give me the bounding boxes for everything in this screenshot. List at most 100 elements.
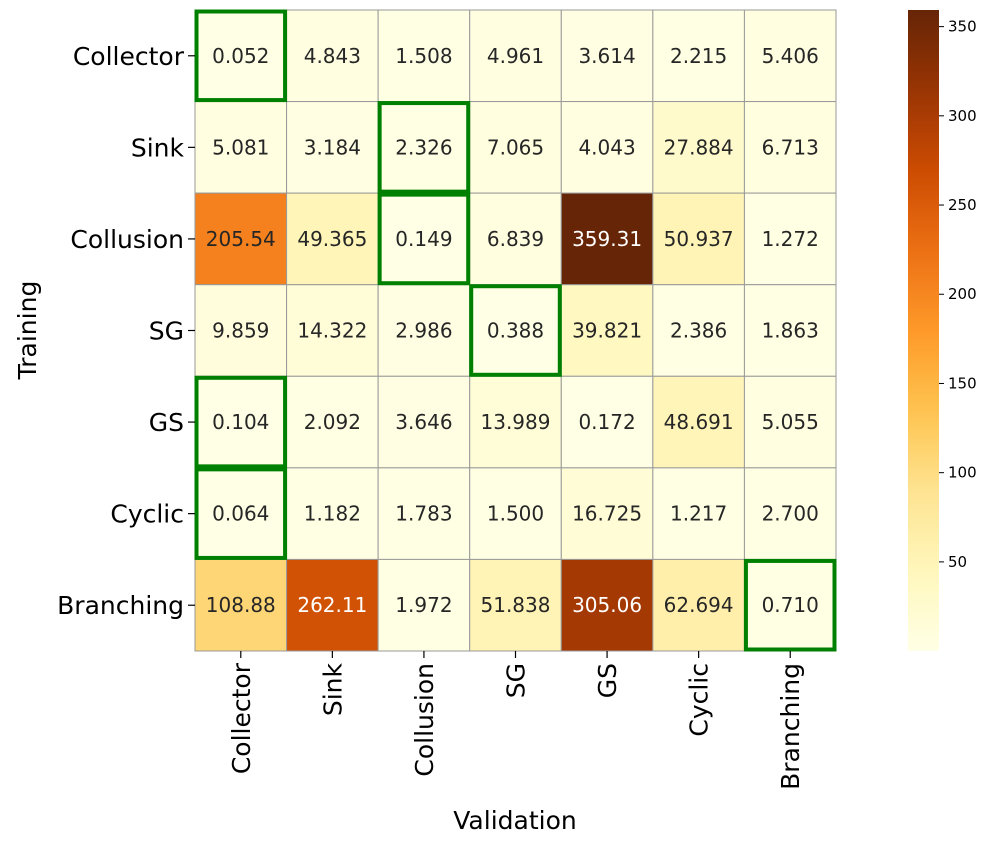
cell-value-label: 4.961 (487, 44, 544, 68)
heatmap-cell (469, 558, 562, 652)
cell-value-label: 2.986 (395, 319, 452, 343)
cell-value-label: 5.055 (762, 410, 819, 434)
heatmap-cell (194, 9, 288, 103)
cell-value-label: 1.508 (395, 44, 452, 68)
colorbar-tick-label: 300 (948, 107, 977, 125)
cell-value-label: 1.783 (395, 502, 452, 526)
heatmap-cell (652, 9, 745, 103)
cell-value-label: 0.064 (212, 502, 269, 526)
cell-value-label: 6.713 (762, 135, 819, 159)
cell-value-label: 13.989 (481, 410, 551, 434)
cell-value-label: 27.884 (664, 135, 734, 159)
y-tick-label: Collector (73, 42, 185, 71)
cell-value-label: 16.725 (572, 502, 642, 526)
colorbar-tick-label: 100 (948, 464, 977, 482)
cell-value-label: 205.54 (206, 227, 276, 251)
cell-value-label: 2.386 (670, 319, 727, 343)
cell-value-label: 2.215 (670, 44, 727, 68)
colorbar-tick-label: 200 (948, 285, 977, 303)
heatmap-cell (377, 467, 471, 560)
colorbar-tick-label: 150 (948, 374, 977, 392)
cell-value-label: 9.859 (212, 319, 269, 343)
heatmap-cell (377, 558, 471, 652)
y-tick-label: Cyclic (110, 500, 184, 529)
heatmap-cell (743, 101, 837, 194)
cell-value-label: 49.365 (297, 227, 367, 251)
colorbar-tick-label: 50 (948, 553, 967, 571)
y-tick-labels: Collector Sink Collusion SG GS Cyclic Branchin… (57, 42, 195, 620)
cell-value-label: 5.081 (212, 135, 269, 159)
highlight-boxes (194, 9, 837, 652)
heatmap-cell (652, 284, 745, 377)
heatmap-cell (560, 192, 654, 286)
highlight-box (194, 467, 288, 560)
heatmap-cell (743, 192, 837, 286)
highlight-box (743, 558, 837, 652)
cell-value-label: 3.614 (578, 44, 635, 68)
heatmap-cell (377, 192, 471, 286)
cell-value-label: 14.322 (297, 319, 367, 343)
heatmap-cell (743, 284, 837, 377)
colorbar-ticks: 50 100 150 200 250 300 350 (939, 18, 977, 571)
cell-value-label: 5.406 (762, 44, 819, 68)
heatmap-cell (194, 467, 288, 560)
cell-value-label: 51.838 (481, 593, 551, 617)
cell-annotations: 0.052 4.843 1.508 4.961 3.614 2.215 5.406 5.081… (206, 44, 819, 617)
heatmap-cell (743, 467, 837, 560)
cell-value-label: 7.065 (487, 135, 544, 159)
y-tick-label: Sink (131, 133, 185, 162)
heatmap-cell (377, 9, 471, 103)
heatmap-cell (286, 284, 379, 377)
colorbar (908, 10, 939, 651)
heatmap-cell (377, 375, 471, 469)
x-tick-label: Branching (776, 663, 805, 790)
heatmap-cell (194, 284, 288, 377)
heatmap-cell (652, 558, 745, 652)
heatmap-cell (377, 101, 471, 194)
colorbar-tick-label: 350 (948, 18, 977, 36)
y-tick-label: GS (149, 408, 184, 437)
x-tick-label: Collector (227, 662, 256, 774)
cell-value-label: 0.149 (395, 227, 452, 251)
cell-value-label: 3.646 (395, 410, 452, 434)
highlight-box (469, 284, 562, 377)
x-tick-labels: Collector Sink Collusion SG GS Cyclic Branchin… (227, 651, 805, 790)
x-tick-label: SG (502, 663, 531, 698)
cell-value-label: 1.500 (487, 502, 544, 526)
heatmap-cells (194, 9, 837, 652)
cell-value-label: 0.052 (212, 44, 269, 68)
heatmap-cell (652, 192, 745, 286)
cell-value-label: 1.863 (762, 319, 819, 343)
x-tick-label: Cyclic (685, 663, 714, 737)
y-tick-label: Collusion (70, 225, 184, 254)
x-tick-label: Sink (318, 662, 347, 716)
highlight-box (377, 192, 471, 286)
cell-value-label: 6.839 (487, 227, 544, 251)
cell-value-label: 0.710 (762, 593, 819, 617)
cell-value-label: 3.184 (304, 135, 361, 159)
heatmap-cell (194, 192, 288, 286)
cell-value-label: 2.092 (304, 410, 361, 434)
heatmap-cell (560, 467, 654, 560)
heatmap-cell (652, 101, 745, 194)
y-tick-label: SG (149, 317, 184, 346)
highlight-box (194, 9, 288, 103)
heatmap-cell (560, 558, 654, 652)
cell-value-label: 62.694 (664, 593, 734, 617)
heatmap-cell (194, 375, 288, 469)
cell-value-label: 1.272 (762, 227, 819, 251)
cell-value-label: 0.172 (578, 410, 635, 434)
highlight-box (377, 101, 471, 194)
cell-value-label: 4.043 (578, 135, 635, 159)
cell-value-label: 1.972 (395, 593, 452, 617)
heatmap-cell (469, 284, 562, 377)
y-tick-label: Branching (57, 591, 184, 620)
heatmap-cell (469, 9, 562, 103)
cell-value-label: 1.182 (304, 502, 361, 526)
cell-value-label: 0.388 (487, 319, 544, 343)
heatmap-cell (560, 101, 654, 194)
heatmap-cell (286, 9, 379, 103)
cell-value-label: 1.217 (670, 502, 727, 526)
x-axis-label: Validation (453, 806, 576, 835)
